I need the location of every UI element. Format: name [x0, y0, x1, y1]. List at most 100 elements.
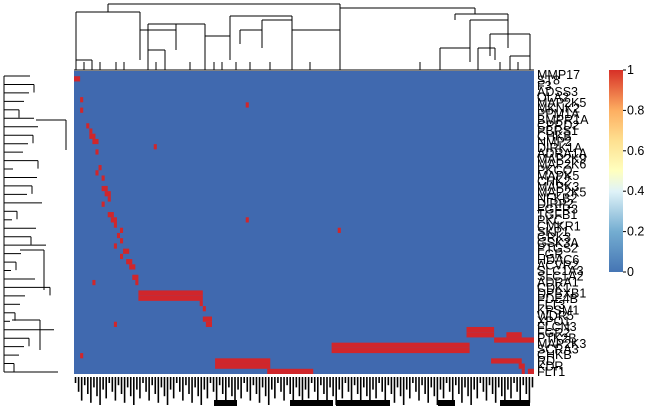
row-label: GRK3: [537, 231, 571, 245]
row-label: MAP2K5: [537, 96, 586, 110]
heatmap-cell: [120, 253, 124, 260]
heatmap-cell: [245, 102, 249, 108]
row-label: HDAC6: [537, 253, 579, 267]
heatmap-cell: [95, 149, 99, 155]
row-label: FGFR3: [537, 203, 578, 217]
row-label: TGFB1: [537, 208, 577, 222]
heatmap-cell: [129, 264, 136, 270]
row-label: PTK2B: [537, 331, 577, 345]
heatmap-cell: [138, 295, 203, 301]
row-label: MAP2K3: [537, 337, 586, 351]
row-label: ACVR2: [537, 259, 579, 273]
column-labels: [74, 377, 534, 406]
row-label: FLT3: [537, 298, 565, 312]
row-label: MAPK3: [537, 180, 579, 194]
row-label: NMP2: [537, 135, 572, 149]
row-labels: MMP17ST8F3ADSS3OLA2MAP2K5MKNK2PPM1ABMPR1…: [537, 68, 589, 379]
row-label: MMP17: [537, 68, 580, 82]
legend-tick-label: 0.8: [627, 103, 644, 117]
heatmap-cell: [199, 300, 203, 307]
row-label: GSK3A: [537, 236, 579, 250]
row-label: PKCQ: [537, 163, 573, 177]
row-label: MAP2K6: [537, 158, 586, 172]
heatmap-cell: [491, 358, 522, 364]
row-label: MAP2K5: [537, 186, 586, 200]
row-label: MKNK2: [537, 102, 580, 116]
heatmap-cell: [116, 232, 120, 239]
heatmap-cell: [135, 279, 139, 286]
heatmap-cell: [126, 259, 133, 265]
row-label: SLC1A3: [537, 264, 584, 278]
color-legend: 0 0.2 0.4 0.6 0.8 1: [609, 63, 644, 279]
row-label: F3: [537, 79, 552, 93]
heatmap-cell: [98, 165, 102, 171]
heatmap-cell: [205, 321, 212, 327]
row-label: FGR: [537, 247, 563, 261]
heatmap-cell: [80, 107, 84, 113]
column-dendrogram: [74, 3, 534, 71]
row-label: FGR2: [537, 326, 570, 340]
row-label: PKC: [537, 214, 563, 228]
heatmap-cell: [86, 123, 90, 129]
legend-tick-label: 1: [627, 63, 634, 77]
row-label: ADRA1A: [537, 147, 588, 161]
legend-tick-label: 0.4: [627, 184, 644, 198]
heatmap-cell: [107, 196, 111, 202]
heatmap-cell: [466, 326, 495, 333]
row-label: ST8: [537, 74, 560, 88]
heatmap-cell: [89, 133, 96, 139]
row-label: CDK1: [537, 281, 570, 295]
legend-colorbar: [609, 70, 623, 272]
row-label: CHKB: [537, 348, 572, 362]
heatmap-cell: [506, 332, 522, 338]
heatmap-cell: [120, 227, 124, 233]
row-label: CHK2: [537, 175, 570, 189]
heatmap-cell: [521, 368, 525, 374]
heatmap-cell: [466, 332, 495, 338]
heatmap-body: [74, 71, 534, 374]
heatmap-cell: [101, 185, 108, 192]
row-label: PPM1A: [537, 107, 580, 121]
heatmap-cell: [95, 170, 99, 176]
row-label: CHKB: [537, 130, 572, 144]
row-label: PTGS2: [537, 242, 578, 256]
column-tick-label: [438, 400, 455, 406]
heatmap-cell: [113, 321, 117, 327]
heatmap-cell: [153, 144, 157, 150]
row-label: SCRA3: [537, 343, 579, 357]
row-label: DIRK1A: [537, 141, 583, 155]
row-label: WDR5: [537, 309, 574, 323]
heatmap-cell: [245, 217, 249, 223]
heatmap-cell: [110, 217, 117, 223]
heatmap-cell: [202, 316, 212, 322]
heatmap-cell: [80, 353, 84, 359]
heatmap-cell: [80, 97, 84, 103]
heatmap-cell: [120, 238, 124, 244]
legend-tick-label: 0: [627, 265, 634, 279]
heatmap-background: [74, 71, 534, 374]
row-label: CMKR1: [537, 219, 581, 233]
heatmap-cell: [101, 175, 105, 181]
column-tick-label: [214, 400, 237, 406]
heatmap-cell: [518, 363, 525, 369]
heatmap-cell: [132, 274, 139, 280]
row-label: FLCN3: [537, 320, 577, 334]
row-label: RD: [537, 354, 555, 368]
row-label: SKP1: [537, 225, 569, 239]
row-label: BMPR1A: [537, 113, 589, 127]
column-tick-label: [336, 400, 390, 406]
row-label: PBRS1: [537, 124, 578, 138]
heatmap-cell: [92, 138, 99, 145]
heatmap-cell: [123, 248, 130, 254]
heatmap-cell: [331, 342, 470, 348]
heatmap-cell: [107, 212, 114, 218]
column-tick-label: [290, 400, 333, 406]
heatmap-cell: [527, 368, 534, 374]
heatmap-cell: [74, 76, 81, 82]
legend-tick-label: 0.2: [627, 225, 644, 239]
heatmap-cell: [494, 337, 534, 343]
row-label: FLT1: [537, 365, 565, 379]
heatmap-cell: [202, 306, 206, 312]
row-label: PDE4B: [537, 292, 578, 306]
